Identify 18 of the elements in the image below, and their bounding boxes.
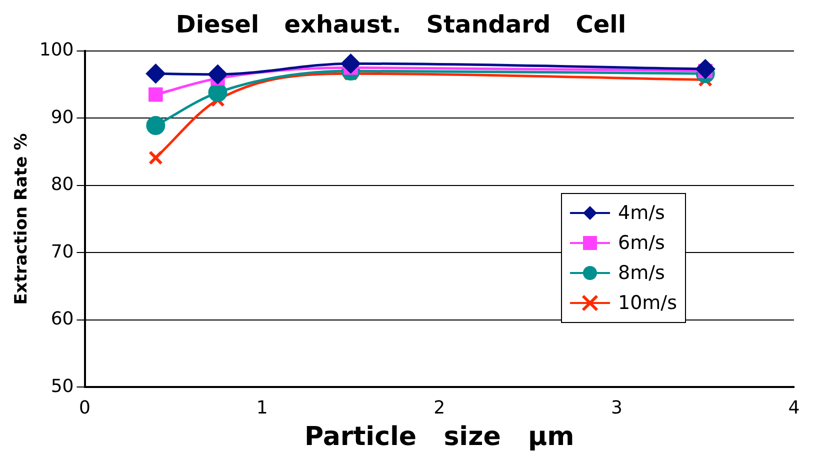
y-axis-title: Extraction Rate %	[12, 133, 32, 305]
x-tick-label: 1	[256, 398, 268, 419]
y-tick-label: 80	[50, 174, 74, 196]
legend-label: 8m/s	[618, 262, 665, 284]
y-tick-label: 60	[50, 308, 74, 330]
y-tick-label: 50	[50, 376, 74, 397]
legend-label: 4m/s	[618, 202, 665, 224]
legend-label: 10m/s	[618, 292, 677, 314]
chart-title: Diesel exhaust. Standard Cell	[176, 10, 626, 39]
y-tick-label: 100	[39, 39, 74, 60]
y-tick-label: 90	[50, 106, 74, 128]
x-axis-title: Particle size μm	[304, 422, 574, 452]
x-tick-label: 0	[79, 398, 90, 419]
y-tick-label: 70	[50, 241, 74, 262]
x-tick-label: 3	[610, 398, 622, 419]
x-tick-label: 2	[434, 398, 446, 419]
x-tick-label: 4	[788, 398, 800, 419]
legend-label: 6m/s	[618, 232, 665, 254]
